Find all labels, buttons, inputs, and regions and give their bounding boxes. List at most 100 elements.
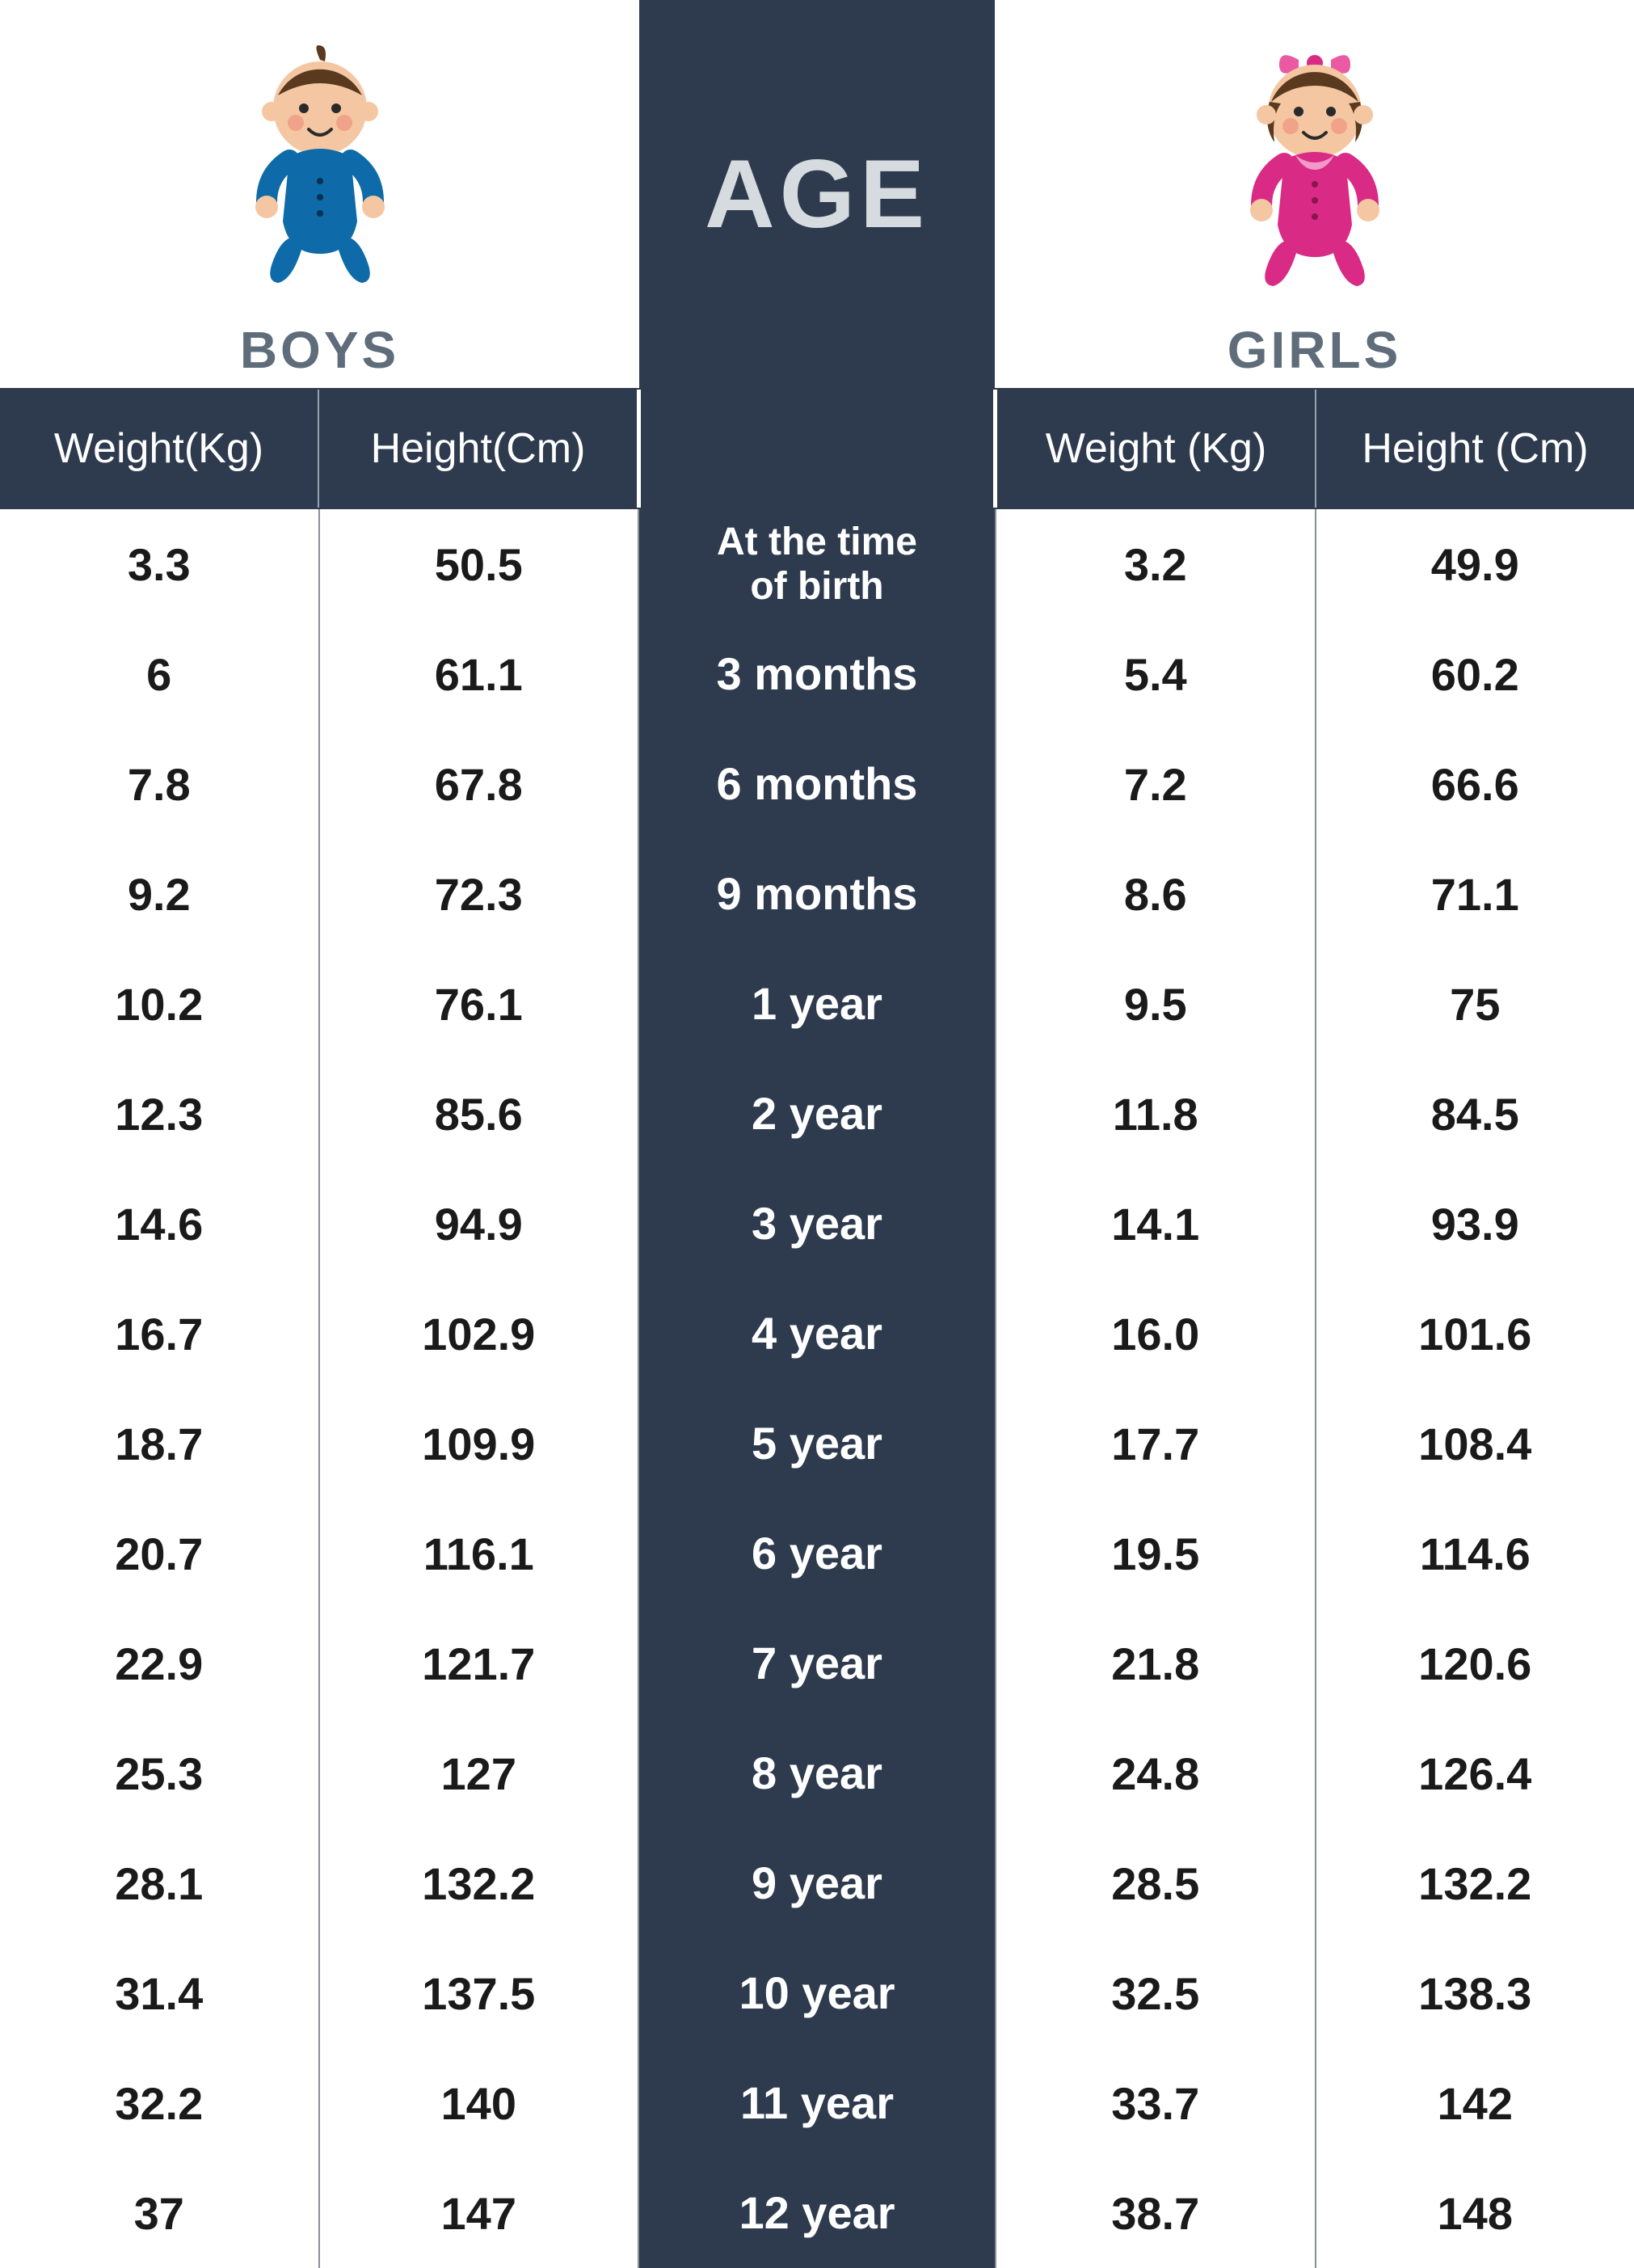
data-rows: 3.350.5At the timeof birth3.249.9661.13 … xyxy=(0,509,1634,2268)
girls-side: 7.266.6 xyxy=(995,729,1634,839)
boys-header: BOYS xyxy=(0,0,639,388)
girls-weight-cell: 33.7 xyxy=(996,2048,1316,2158)
boys-height-cell: 127 xyxy=(320,1718,638,1828)
boys-side: 25.3127 xyxy=(0,1718,639,1828)
girls-weight-header: Weight (Kg) xyxy=(997,390,1316,508)
girls-height-cell: 49.9 xyxy=(1316,509,1634,619)
girls-weight-cell: 7.2 xyxy=(996,729,1316,839)
boys-columns: Weight(Kg) Height(Cm) xyxy=(0,390,639,508)
boys-height-cell: 102.9 xyxy=(320,1279,638,1389)
age-cell: 4 year xyxy=(639,1279,995,1389)
boys-height-cell: 132.2 xyxy=(320,1828,638,1938)
table-row: 7.867.86 months7.266.6 xyxy=(0,729,1634,839)
girls-side: 11.884.5 xyxy=(995,1059,1634,1169)
boys-weight-cell: 18.7 xyxy=(0,1389,320,1499)
girls-side: 17.7108.4 xyxy=(995,1389,1634,1499)
girls-label: GIRLS xyxy=(1228,320,1402,380)
girls-weight-cell: 8.6 xyxy=(996,839,1316,949)
boys-height-cell: 67.8 xyxy=(320,729,638,839)
boys-weight-cell: 3.3 xyxy=(0,509,320,619)
age-cell: 3 year xyxy=(639,1169,995,1279)
girls-height-cell: 84.5 xyxy=(1316,1059,1634,1169)
age-column-header xyxy=(639,390,995,508)
girls-side: 19.5114.6 xyxy=(995,1499,1634,1608)
boys-side: 18.7109.9 xyxy=(0,1389,639,1499)
boys-height-cell: 94.9 xyxy=(320,1169,638,1279)
girls-side: 21.8120.6 xyxy=(995,1608,1634,1718)
age-cell: 5 year xyxy=(639,1389,995,1499)
girls-weight-cell: 19.5 xyxy=(996,1499,1316,1608)
boys-height-cell: 109.9 xyxy=(320,1389,638,1499)
girls-side: 8.671.1 xyxy=(995,839,1634,949)
girls-height-cell: 75 xyxy=(1316,949,1634,1059)
table-row: 3714712 year38.7148 xyxy=(0,2158,1634,2268)
girls-height-cell: 60.2 xyxy=(1316,619,1634,729)
age-cell: 7 year xyxy=(639,1608,995,1718)
boys-weight-cell: 22.9 xyxy=(0,1608,320,1718)
boys-side: 12.385.6 xyxy=(0,1059,639,1169)
girls-height-cell: 126.4 xyxy=(1316,1718,1634,1828)
age-cell: 9 months xyxy=(639,839,995,949)
boys-weight-cell: 16.7 xyxy=(0,1279,320,1389)
girls-height-cell: 148 xyxy=(1316,2158,1634,2268)
girls-side: 24.8126.4 xyxy=(995,1718,1634,1828)
boys-side: 16.7102.9 xyxy=(0,1279,639,1389)
boys-weight-cell: 20.7 xyxy=(0,1499,320,1608)
girls-side: 14.193.9 xyxy=(995,1169,1634,1279)
boys-height-cell: 116.1 xyxy=(320,1499,638,1608)
girls-weight-cell: 3.2 xyxy=(996,509,1316,619)
girls-height-cell: 93.9 xyxy=(1316,1169,1634,1279)
girls-side: 28.5132.2 xyxy=(995,1828,1634,1938)
boys-weight-cell: 37 xyxy=(0,2158,320,2268)
age-cell: 2 year xyxy=(639,1059,995,1169)
girls-weight-cell: 17.7 xyxy=(996,1389,1316,1499)
girls-side: 9.575 xyxy=(995,949,1634,1059)
boys-side: 7.867.8 xyxy=(0,729,639,839)
girls-weight-cell: 14.1 xyxy=(996,1169,1316,1279)
boys-height-cell: 76.1 xyxy=(320,949,638,1059)
boys-side: 28.1132.2 xyxy=(0,1828,639,1938)
girl-character-icon xyxy=(1226,45,1404,304)
boys-side: 37147 xyxy=(0,2158,639,2268)
table-row: 12.385.62 year11.884.5 xyxy=(0,1059,1634,1169)
boys-height-cell: 72.3 xyxy=(320,839,638,949)
growth-chart: BOYS AGE xyxy=(0,0,1634,2268)
table-row: 9.272.39 months8.671.1 xyxy=(0,839,1634,949)
boys-side: 32.2140 xyxy=(0,2048,639,2158)
girls-height-cell: 114.6 xyxy=(1316,1499,1634,1608)
girls-height-cell: 101.6 xyxy=(1316,1279,1634,1389)
boys-height-cell: 140 xyxy=(320,2048,638,2158)
boys-weight-header: Weight(Kg) xyxy=(0,390,319,508)
boys-height-cell: 85.6 xyxy=(320,1059,638,1169)
girls-weight-cell: 11.8 xyxy=(996,1059,1316,1169)
girls-height-cell: 132.2 xyxy=(1316,1828,1634,1938)
girls-weight-cell: 5.4 xyxy=(996,619,1316,729)
boys-height-header: Height(Cm) xyxy=(319,390,637,508)
age-cell: 6 year xyxy=(639,1499,995,1608)
boys-side: 22.9121.7 xyxy=(0,1608,639,1718)
table-row: 18.7109.95 year17.7108.4 xyxy=(0,1389,1634,1499)
girls-weight-cell: 24.8 xyxy=(996,1718,1316,1828)
girls-height-cell: 66.6 xyxy=(1316,729,1634,839)
girls-weight-cell: 16.0 xyxy=(996,1279,1316,1389)
girls-weight-cell: 32.5 xyxy=(996,1938,1316,2048)
boys-side: 3.350.5 xyxy=(0,509,639,619)
girls-weight-cell: 9.5 xyxy=(996,949,1316,1059)
boys-weight-cell: 10.2 xyxy=(0,949,320,1059)
boys-height-cell: 137.5 xyxy=(320,1938,638,2048)
boys-weight-cell: 7.8 xyxy=(0,729,320,839)
girls-weight-cell: 21.8 xyxy=(996,1608,1316,1718)
girls-height-cell: 138.3 xyxy=(1316,1938,1634,2048)
boys-side: 20.7116.1 xyxy=(0,1499,639,1608)
girls-height-header: Height (Cm) xyxy=(1316,390,1634,508)
boy-character-icon xyxy=(231,45,409,304)
boys-weight-cell: 31.4 xyxy=(0,1938,320,2048)
age-cell: 12 year xyxy=(639,2158,995,2268)
girls-weight-cell: 28.5 xyxy=(996,1828,1316,1938)
girls-side: 32.5138.3 xyxy=(995,1938,1634,2048)
age-cell: 3 months xyxy=(639,619,995,729)
age-cell: 8 year xyxy=(639,1718,995,1828)
boys-side: 9.272.3 xyxy=(0,839,639,949)
table-row: 3.350.5At the timeof birth3.249.9 xyxy=(0,509,1634,619)
girls-side: 3.249.9 xyxy=(995,509,1634,619)
